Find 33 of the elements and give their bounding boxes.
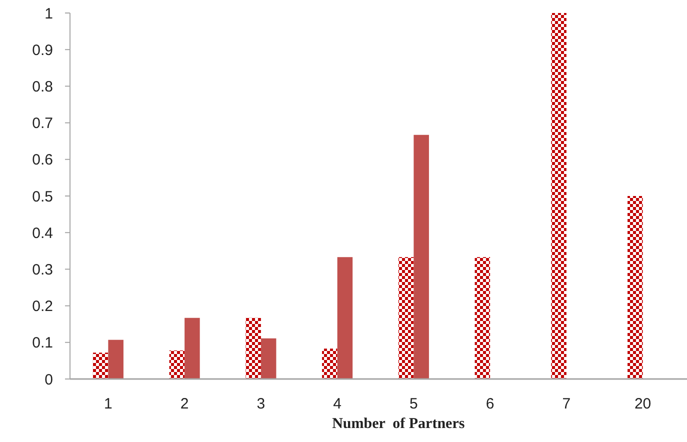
- bar: [169, 350, 185, 379]
- x-tick-label: 3: [256, 395, 266, 412]
- y-tick-label: 0.4: [32, 224, 53, 242]
- x-tick-label: 20: [634, 395, 652, 412]
- y-tick-label: 0.5: [32, 188, 53, 206]
- x-tick-label: 2: [180, 395, 189, 412]
- y-tick-label: 0.9: [32, 42, 53, 59]
- bar: [246, 318, 261, 379]
- bar: [108, 340, 124, 379]
- bar: [628, 196, 643, 379]
- y-tick-label: 0.2: [32, 298, 53, 316]
- x-tick-label: 1: [104, 395, 112, 412]
- bar: [322, 348, 338, 379]
- bar: [414, 134, 429, 379]
- y-tick-label: 0.3: [32, 261, 53, 278]
- x-tick-label: 4: [333, 395, 342, 412]
- y-tick-label: 0.8: [32, 78, 53, 96]
- bar: [184, 318, 200, 379]
- bar: [260, 338, 276, 379]
- y-tick-label: 0.1: [32, 334, 53, 352]
- bar: [551, 13, 566, 379]
- y-tick-label: 0: [44, 371, 53, 388]
- y-tick-label: 0.7: [32, 115, 53, 132]
- y-tick-label: 1: [44, 5, 53, 22]
- bar: [398, 257, 414, 379]
- bar: [337, 257, 353, 379]
- x-axis-title: Number of Partners: [332, 416, 465, 432]
- y-tick-label: 0.6: [32, 152, 53, 169]
- x-tick-label: 5: [410, 395, 418, 412]
- x-tick-label: 7: [562, 395, 571, 412]
- bar: [92, 352, 108, 379]
- bar: [474, 257, 490, 379]
- x-tick-label: 6: [486, 395, 494, 412]
